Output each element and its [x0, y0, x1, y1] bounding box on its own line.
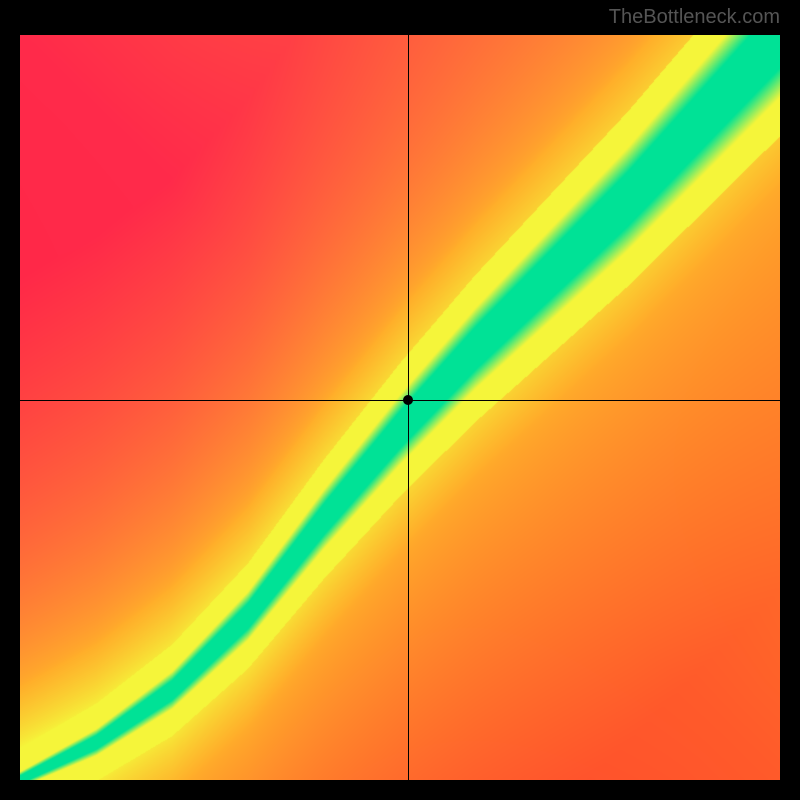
crosshair-horizontal — [20, 400, 780, 401]
marker-dot — [403, 395, 413, 405]
crosshair-vertical — [408, 35, 409, 780]
watermark-text: TheBottleneck.com — [609, 6, 780, 29]
heatmap-plot — [20, 35, 780, 780]
heatmap-canvas — [20, 35, 780, 780]
